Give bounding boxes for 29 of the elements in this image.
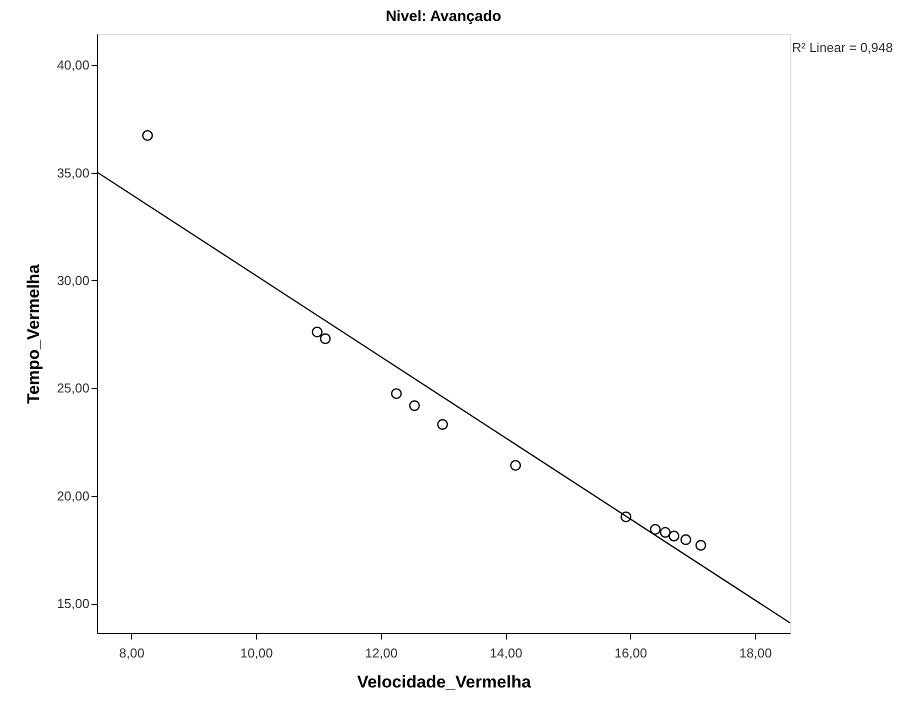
y-tick-label: 40,00 [56,58,90,73]
x-axis-title: Velocidade_Vermelha [357,672,532,692]
point [391,388,402,399]
y-tick-label: 30,00 [56,272,90,288]
x-tick-label: 18,00 [739,646,772,660]
x-tick-label: 10,00 [240,646,273,660]
y-tick-label: 15,00 [56,596,90,612]
point [660,526,671,538]
point [142,130,153,141]
point [437,419,448,430]
point [695,540,706,551]
point [510,460,521,471]
y-tick-label: 25,00 [56,380,90,396]
point [320,333,331,344]
x-tick-label: 14,00 [490,646,522,660]
point [650,524,661,535]
point [680,534,692,546]
point [312,326,323,338]
x-tick-label: 16,00 [614,646,648,660]
point [668,530,680,542]
y-tick-label: 35,00 [56,165,90,180]
text: R² Linear = 0,948 [792,40,893,55]
x-tick-label: 12,00 [365,646,398,660]
point [620,511,632,522]
y-tick-label: 20,00 [56,488,90,504]
y-axis-title: Tempo_Vermelha [24,264,43,404]
chart-title: Nivel: Avançado [386,8,502,25]
point [409,400,420,412]
x-tick-label: 8,00 [119,646,144,660]
